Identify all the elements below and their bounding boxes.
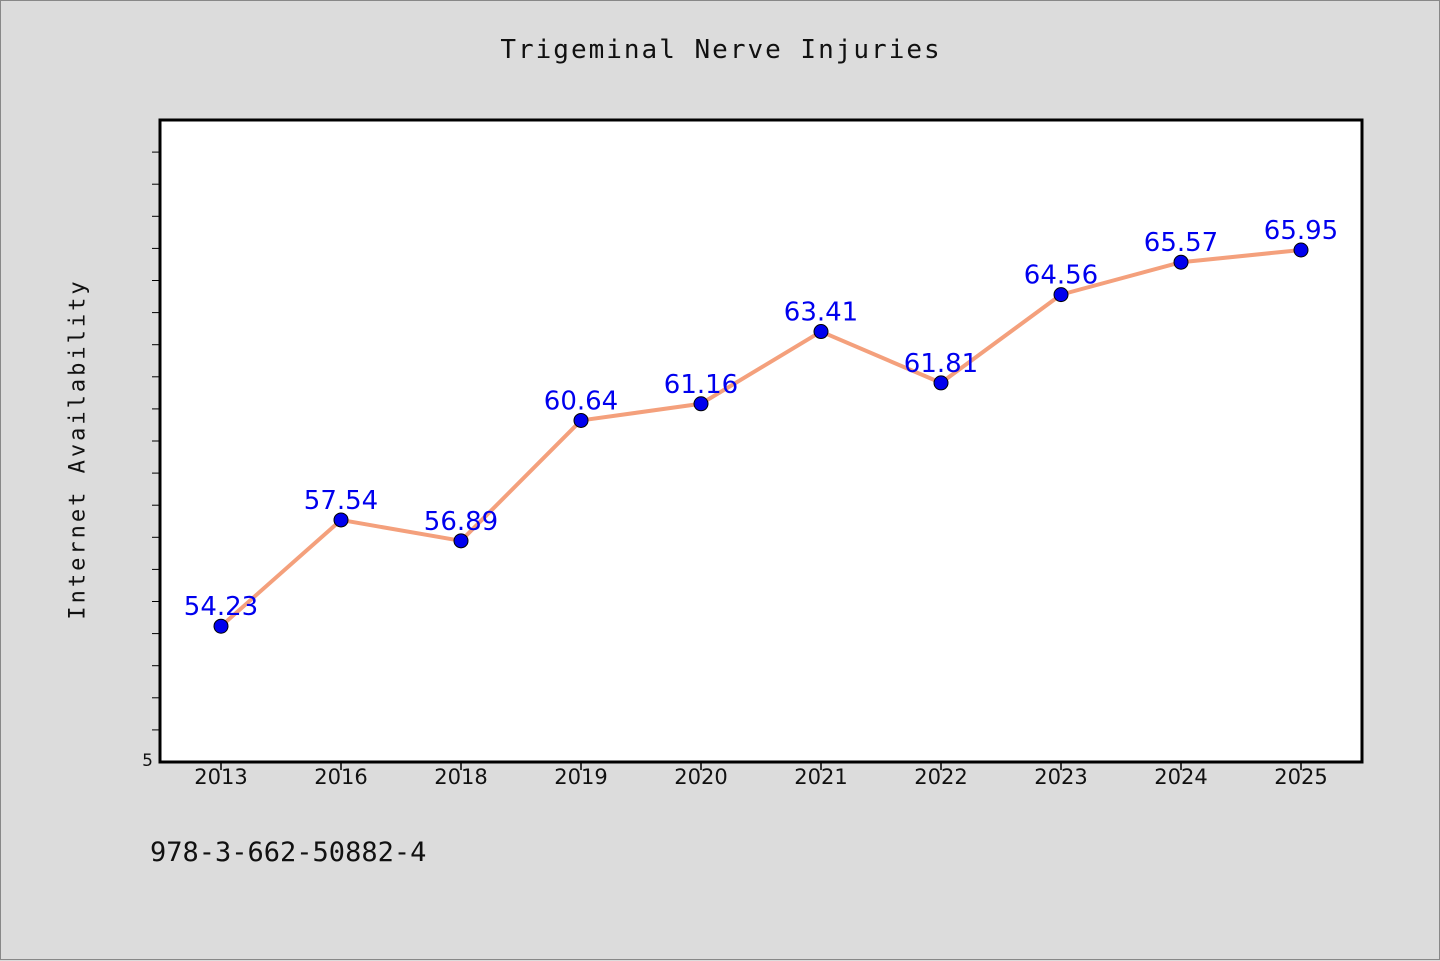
data-label: 64.56 [1024, 261, 1098, 291]
x-tick-label: 2019 [554, 765, 607, 789]
data-label: 54.23 [184, 592, 258, 622]
y-tick-label: 5 [142, 751, 153, 771]
data-point [693, 396, 709, 412]
data-label: 56.89 [424, 507, 498, 537]
data-point [1173, 254, 1189, 270]
x-tick-label: 2021 [794, 765, 847, 789]
data-label: 65.95 [1264, 216, 1338, 246]
data-point [213, 618, 229, 634]
data-label: 61.16 [664, 370, 738, 400]
data-point [813, 324, 829, 340]
data-point [573, 412, 589, 428]
x-tick-label: 2022 [914, 765, 967, 789]
isbn-text: 978-3-662-50882-4 [150, 837, 427, 868]
chart-title: Trigeminal Nerve Injuries [500, 35, 942, 65]
data-point [333, 512, 349, 528]
series-line [219, 248, 1302, 628]
x-tick-label: 2016 [314, 765, 367, 789]
x-tick-label: 2020 [674, 765, 727, 789]
data-point [933, 375, 949, 391]
x-tick-label: 2025 [1274, 765, 1327, 789]
data-label: 65.57 [1144, 228, 1218, 258]
data-label: 57.54 [304, 486, 378, 516]
data-point [1053, 287, 1069, 303]
data-point [1293, 242, 1309, 258]
data-label: 61.81 [904, 349, 978, 379]
x-tick-label: 2024 [1154, 765, 1207, 789]
x-tick-label: 2013 [194, 765, 247, 789]
plot-area [158, 118, 1364, 764]
x-tick-label: 2023 [1034, 765, 1087, 789]
data-label: 63.41 [784, 298, 858, 328]
x-tick-label: 2018 [434, 765, 487, 789]
data-label: 60.64 [544, 386, 618, 416]
data-point [453, 533, 469, 549]
